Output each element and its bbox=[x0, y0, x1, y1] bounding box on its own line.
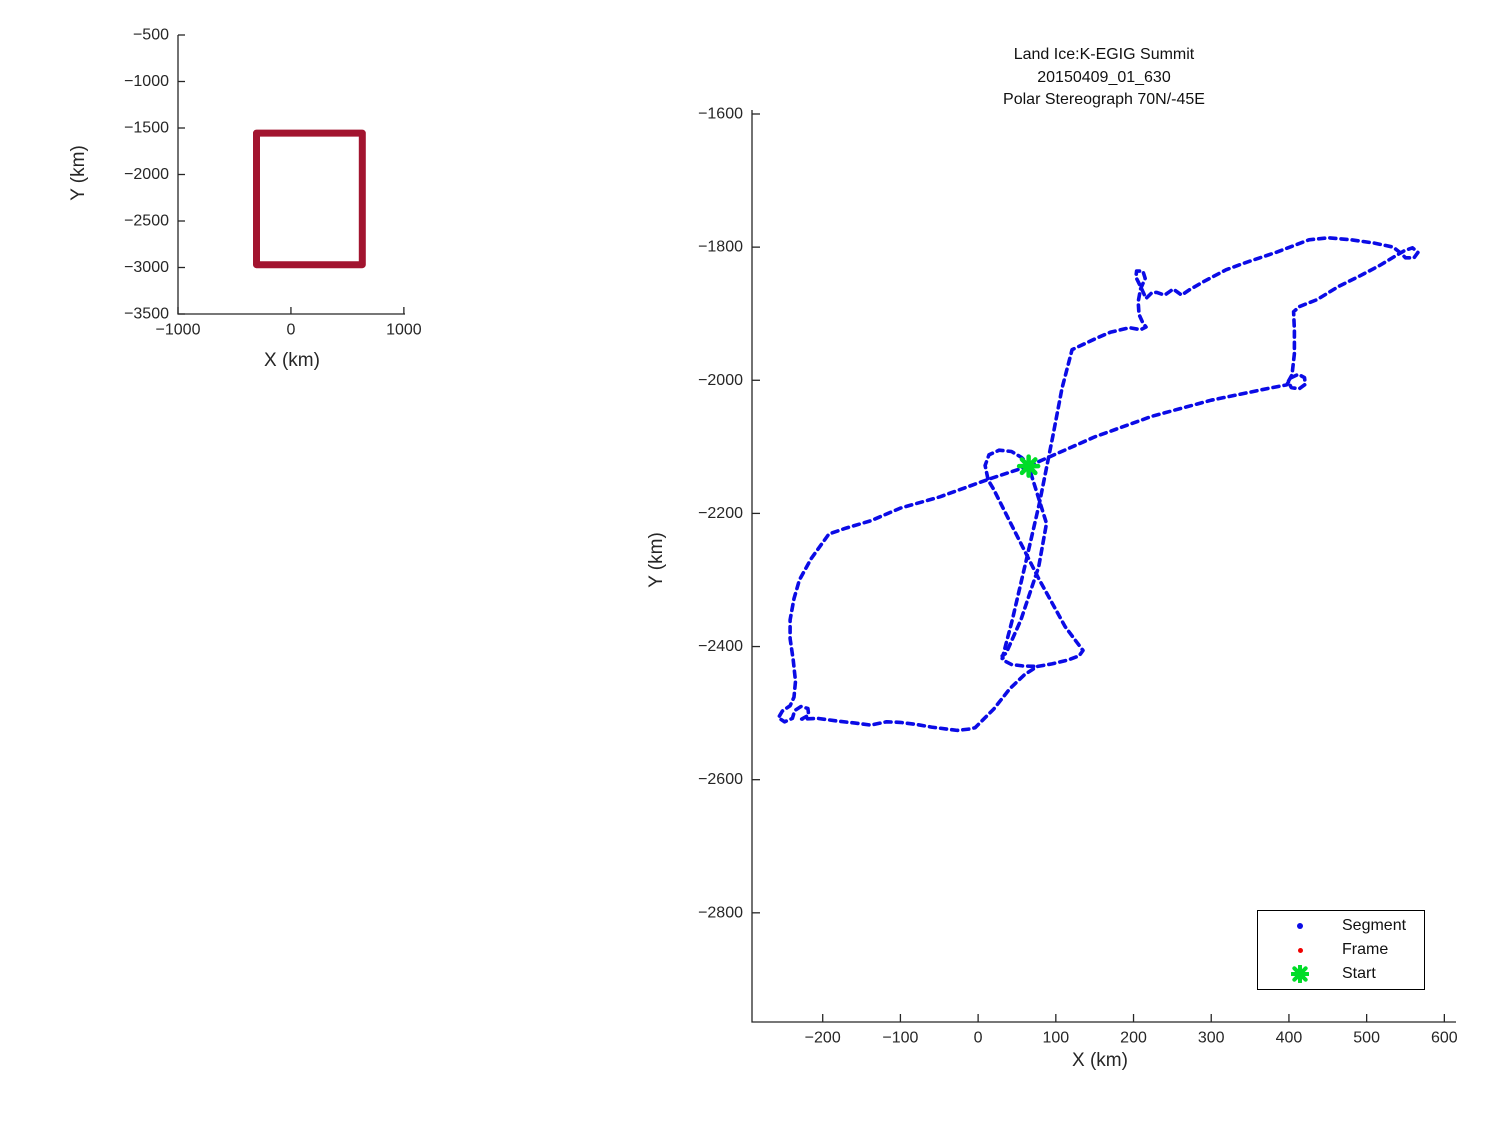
y-tick-label: −3500 bbox=[124, 306, 169, 323]
legend-item-segment: Segment bbox=[1258, 914, 1424, 938]
y-tick-label: −1800 bbox=[698, 239, 743, 256]
y-tick-label: −1000 bbox=[124, 73, 169, 90]
y-tick-label: −3000 bbox=[124, 259, 169, 276]
x-tick-label: −1000 bbox=[156, 321, 201, 338]
axis-spines bbox=[751, 110, 1456, 1023]
y-tick-label: −1600 bbox=[698, 105, 743, 122]
y-tick-label: −1500 bbox=[124, 120, 169, 137]
x-tick-label: 0 bbox=[286, 321, 295, 338]
x-tick-label: 100 bbox=[1042, 1029, 1069, 1046]
title-line-2: 20150409_01_630 bbox=[1037, 68, 1171, 86]
start-marker bbox=[1016, 454, 1041, 478]
title-line-1: Land Ice:K-EGIG Summit bbox=[1013, 46, 1195, 63]
y-tick-label: −2500 bbox=[124, 213, 169, 230]
segment-dot-marker bbox=[1258, 923, 1342, 929]
x-tick-label: 1000 bbox=[386, 321, 422, 338]
overview-ylabel: Y (km) bbox=[68, 145, 89, 201]
legend-label-segment: Segment bbox=[1342, 917, 1407, 934]
title-line-3: Polar Stereograph 70N/-45E bbox=[1003, 91, 1205, 108]
legend-asterisk bbox=[1291, 965, 1309, 983]
legend-label-start: Start bbox=[1342, 965, 1376, 982]
y-tick-label: −2400 bbox=[698, 638, 743, 655]
main-ylabel: Y (km) bbox=[646, 532, 667, 588]
y-tick-label: −2200 bbox=[698, 505, 743, 522]
legend-dot bbox=[1297, 923, 1303, 929]
flight-area-box bbox=[253, 129, 366, 269]
y-tick-label: −2000 bbox=[698, 372, 743, 389]
segment-track-south-loop bbox=[776, 448, 1085, 733]
legend-label-frame: Frame bbox=[1342, 941, 1389, 958]
legend-box: Segment Frame Start bbox=[1257, 910, 1425, 990]
y-tick-label: −2600 bbox=[698, 771, 743, 788]
legend-asterisk-center bbox=[1297, 971, 1303, 977]
y-tick-label: −500 bbox=[133, 27, 169, 44]
x-tick-label: 200 bbox=[1120, 1029, 1147, 1046]
x-tick-label: 400 bbox=[1276, 1029, 1303, 1046]
x-tick-label: 600 bbox=[1431, 1029, 1458, 1046]
start-asterisk-marker bbox=[1258, 965, 1342, 983]
x-tick-label: −200 bbox=[805, 1029, 841, 1046]
legend-dot bbox=[1297, 947, 1303, 953]
main-plot-title: Land Ice:K-EGIG Summit 20150409_01_630 P… bbox=[752, 44, 1456, 112]
legend-item-start: Start bbox=[1258, 962, 1424, 986]
main-plot: −200 −100 0 100 200 300 400 500 600 −1600 −1800 −20… bbox=[698, 105, 1458, 1046]
x-tick-label: 300 bbox=[1198, 1029, 1225, 1046]
x-tick-label: −100 bbox=[882, 1029, 918, 1046]
main-xlabel: X (km) bbox=[1072, 1050, 1128, 1071]
x-tick-label: 0 bbox=[974, 1029, 983, 1046]
y-tick-label: −2000 bbox=[124, 166, 169, 183]
overview-plot: −1000 0 1000 −500 −1000 −1500 −2000 −2500 −3000 −… bbox=[124, 27, 422, 339]
x-tick-label: 500 bbox=[1353, 1029, 1380, 1046]
overview-xlabel: X (km) bbox=[264, 350, 320, 371]
axis-spines bbox=[177, 35, 405, 315]
segment-track-north-loop bbox=[1000, 236, 1420, 661]
legend-item-frame: Frame bbox=[1258, 938, 1424, 962]
y-tick-label: −2800 bbox=[698, 904, 743, 921]
start-marker-center bbox=[1024, 462, 1033, 471]
frame-dot-marker bbox=[1258, 947, 1342, 953]
